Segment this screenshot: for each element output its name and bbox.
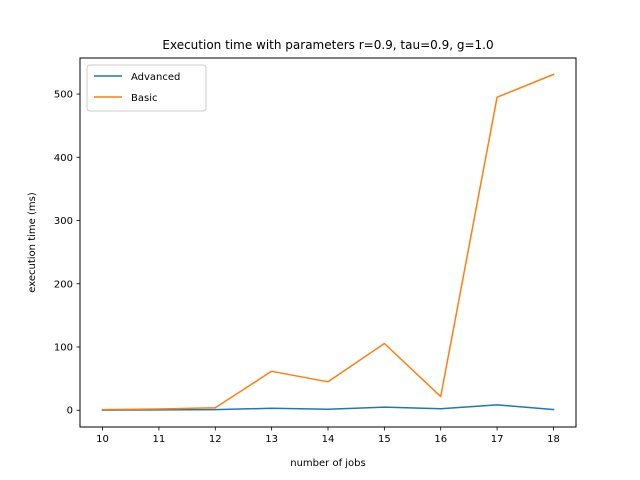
x-tick-label: 18 [547, 434, 560, 445]
plot-area-frame [79, 57, 577, 428]
x-tick-label: 16 [434, 434, 447, 445]
x-axis-ticks: 10 11 12 13 14 15 16 17 18 [96, 427, 560, 445]
x-tick-label: 13 [265, 434, 278, 445]
y-tick-label: 500 [54, 90, 73, 101]
y-tick-label: 200 [54, 279, 73, 290]
series-line-basic [101, 73, 555, 411]
x-tick-label: 10 [96, 434, 109, 445]
series-lines [101, 73, 555, 411]
y-tick-label: 300 [54, 216, 73, 227]
y-tick-label: 400 [54, 153, 73, 164]
legend-label-advanced: Advanced [131, 72, 180, 83]
x-tick-label: 14 [322, 434, 335, 445]
y-tick-label: 0 [67, 406, 73, 417]
x-tick-label: 12 [209, 434, 222, 445]
x-tick-label: 15 [378, 434, 391, 445]
legend-label-basic: Basic [131, 93, 157, 104]
x-axis-label: number of jobs [290, 458, 365, 469]
y-axis-label: execution time (ms) [27, 192, 38, 293]
series-line-advanced [101, 404, 555, 411]
chart-title: Execution time with parameters r=0.9, ta… [162, 38, 493, 52]
x-tick-label: 17 [491, 434, 504, 445]
legend: Advanced Basic [86, 64, 207, 112]
x-tick-label: 11 [153, 434, 166, 445]
y-axis-ticks: 0 100 200 300 400 500 [54, 90, 80, 417]
y-tick-label: 100 [54, 343, 73, 354]
